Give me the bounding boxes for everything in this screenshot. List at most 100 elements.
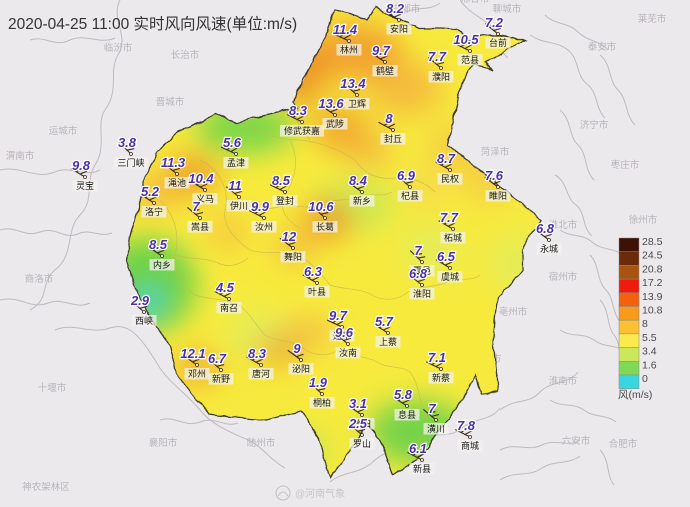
svg-text:西峡: 西峡 (135, 315, 153, 326)
svg-text:12: 12 (282, 229, 297, 244)
svg-text:新县: 新县 (413, 463, 431, 474)
svg-text:宿州市: 宿州市 (549, 271, 578, 283)
svg-text:徐州市: 徐州市 (629, 214, 658, 226)
svg-text:6.8: 6.8 (536, 221, 555, 236)
svg-text:8.3: 8.3 (248, 346, 267, 361)
svg-text:邓州: 邓州 (188, 369, 206, 379)
svg-text:11.3: 11.3 (161, 155, 186, 170)
svg-text:十堰市: 十堰市 (38, 382, 67, 394)
svg-text:柘城: 柘城 (444, 232, 462, 243)
svg-text:17.2: 17.2 (642, 277, 663, 289)
svg-text:桐柏: 桐柏 (313, 397, 331, 408)
svg-text:武陟: 武陟 (326, 118, 344, 129)
svg-text:2020-04-25 11:00 实时风向风速(单位:m/s: 2020-04-25 11:00 实时风向风速(单位:m/s) (8, 15, 297, 33)
svg-text:20.8: 20.8 (642, 263, 663, 275)
svg-text:范县: 范县 (461, 54, 479, 65)
svg-text:3.8: 3.8 (118, 135, 137, 150)
svg-text:汝州: 汝州 (255, 221, 273, 232)
svg-text:淮南市: 淮南市 (549, 375, 578, 387)
svg-text:菏泽市: 菏泽市 (481, 146, 510, 158)
svg-text:10.8: 10.8 (642, 305, 663, 317)
svg-text:聊城市: 聊城市 (493, 3, 522, 15)
svg-text:随州市: 随州市 (247, 437, 276, 449)
svg-text:10.6: 10.6 (308, 199, 334, 214)
svg-text:商洛市: 商洛市 (25, 273, 54, 285)
svg-text:长葛: 长葛 (316, 221, 334, 232)
svg-text:洛宁: 洛宁 (145, 206, 163, 217)
svg-text:9: 9 (293, 341, 301, 356)
svg-text:亳州市: 亳州市 (499, 306, 528, 318)
svg-text:10.5: 10.5 (453, 32, 479, 47)
svg-text:8.5: 8.5 (149, 237, 168, 252)
svg-text:5.8: 5.8 (394, 387, 413, 402)
svg-text:8.4: 8.4 (349, 173, 368, 188)
svg-text:12.1: 12.1 (180, 346, 205, 361)
svg-text:6.7: 6.7 (208, 351, 227, 366)
svg-text:7: 7 (414, 243, 422, 258)
svg-text:新野: 新野 (212, 373, 230, 384)
svg-text:渭南市: 渭南市 (6, 150, 35, 162)
svg-text:0: 0 (642, 373, 648, 385)
svg-text:7: 7 (192, 199, 200, 214)
svg-text:六安市: 六安市 (562, 435, 591, 447)
svg-text:卫辉: 卫辉 (348, 99, 366, 109)
svg-text:11: 11 (228, 178, 242, 193)
svg-text:28.5: 28.5 (642, 236, 663, 248)
svg-text:6.3: 6.3 (304, 264, 323, 279)
svg-text:风(m/s): 风(m/s) (618, 389, 652, 401)
svg-text:鹤壁: 鹤壁 (376, 65, 394, 76)
svg-text:长治市: 长治市 (171, 49, 200, 61)
svg-text:神农架林区: 神农架林区 (22, 481, 70, 493)
svg-text:虞城: 虞城 (441, 271, 459, 282)
svg-text:封丘: 封丘 (384, 133, 402, 144)
svg-text:8.3: 8.3 (289, 103, 308, 118)
svg-text:商城: 商城 (461, 440, 479, 451)
svg-text:9.7: 9.7 (372, 43, 391, 58)
svg-text:9.9: 9.9 (251, 199, 270, 214)
svg-text:息县: 息县 (398, 409, 416, 420)
svg-text:内乡: 内乡 (153, 259, 171, 270)
svg-text:泰安市: 泰安市 (588, 41, 617, 53)
svg-text:台前: 台前 (489, 37, 507, 48)
svg-text:1.6: 1.6 (642, 359, 657, 371)
svg-text:淮阳: 淮阳 (413, 289, 431, 299)
svg-text:9.6: 9.6 (335, 325, 354, 340)
svg-text:邢台市: 邢台市 (461, 0, 490, 5)
svg-text:7.7: 7.7 (440, 210, 459, 225)
svg-text:5.2: 5.2 (141, 184, 160, 199)
svg-text:莱芜市: 莱芜市 (638, 13, 667, 25)
svg-text:安阳: 安阳 (390, 23, 408, 34)
svg-text:2.5: 2.5 (348, 416, 368, 431)
svg-text:24.5: 24.5 (642, 250, 663, 262)
svg-text:南召: 南召 (220, 302, 238, 313)
svg-text:新乡: 新乡 (353, 195, 371, 206)
svg-text:上蔡: 上蔡 (379, 336, 397, 347)
svg-text:6.1: 6.1 (409, 441, 427, 456)
svg-text:泌阳: 泌阳 (292, 363, 310, 374)
svg-text:8.2: 8.2 (386, 1, 405, 16)
svg-text:7.6: 7.6 (485, 168, 504, 183)
svg-text:5.6: 5.6 (223, 135, 242, 150)
svg-text:林州: 林州 (340, 44, 358, 55)
svg-text:济宁市: 济宁市 (580, 119, 609, 131)
svg-text:4.5: 4.5 (215, 280, 235, 295)
svg-text:6.8: 6.8 (409, 266, 428, 281)
svg-text:9.8: 9.8 (72, 158, 91, 173)
svg-text:渑池: 渑池 (168, 177, 186, 188)
svg-text:灵宝: 灵宝 (76, 180, 94, 191)
svg-text:睢阳: 睢阳 (489, 190, 507, 201)
svg-text:襄阳市: 襄阳市 (149, 437, 178, 449)
svg-text:晋城市: 晋城市 (156, 96, 185, 108)
svg-text:濮阳: 濮阳 (432, 71, 450, 82)
svg-text:6.9: 6.9 (397, 168, 416, 183)
svg-text:修武获嘉: 修武获嘉 (284, 125, 320, 136)
svg-text:永城: 永城 (540, 243, 558, 254)
svg-text:13.6: 13.6 (318, 96, 344, 111)
svg-text:杞县: 杞县 (401, 190, 419, 201)
svg-text:潢川: 潢川 (427, 423, 445, 434)
svg-text:舞阳: 舞阳 (284, 252, 302, 262)
svg-text:7: 7 (428, 401, 436, 416)
svg-text:6.5: 6.5 (437, 249, 456, 264)
svg-text:合肥市: 合肥市 (609, 438, 638, 450)
svg-text:孟津: 孟津 (227, 158, 245, 168)
